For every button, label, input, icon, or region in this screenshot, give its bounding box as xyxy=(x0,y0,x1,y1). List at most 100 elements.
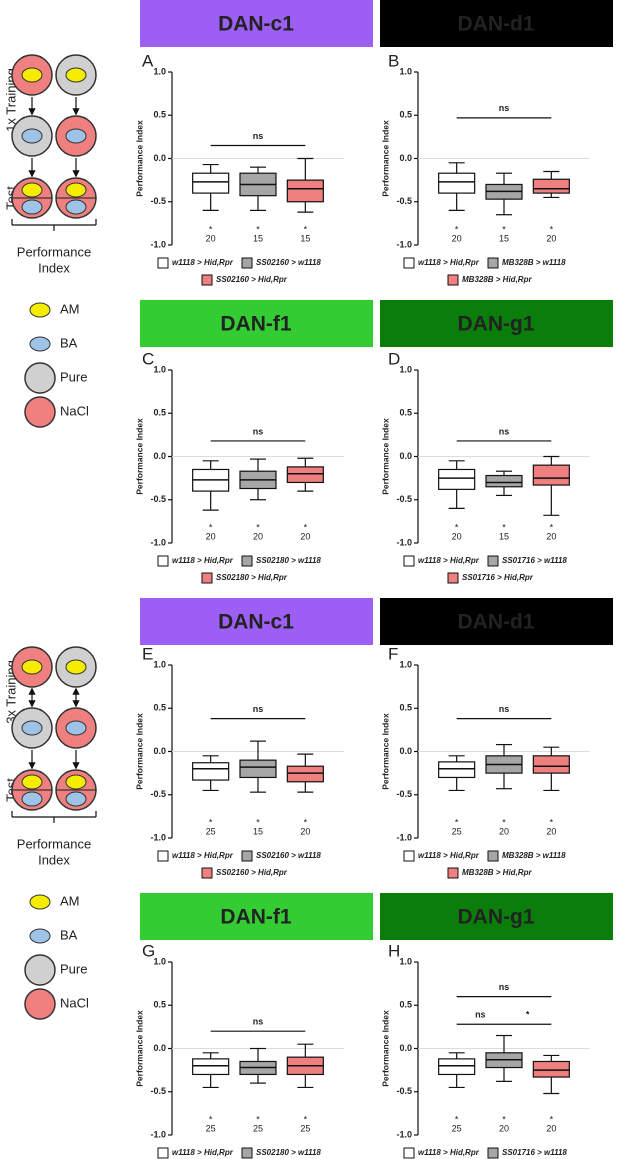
y-tick-label: -0.5 xyxy=(150,196,166,206)
sig-label: * xyxy=(526,1010,530,1020)
perf-label: Index xyxy=(38,260,70,275)
odor-blob xyxy=(65,67,87,83)
panel-letter: G xyxy=(142,941,155,960)
n-label: 15 xyxy=(499,233,509,243)
y-tick-label: -1.0 xyxy=(396,1129,412,1139)
legend-swatch xyxy=(447,274,459,286)
y-tick-label: 0.0 xyxy=(399,451,412,461)
legend-swatch xyxy=(447,572,459,584)
y-axis-label: Performance Index xyxy=(380,1010,390,1087)
legend-swatch xyxy=(241,850,253,862)
panel-letter: A xyxy=(142,51,154,70)
y-tick-label: -0.5 xyxy=(396,1086,412,1096)
y-tick-label: 1.0 xyxy=(399,66,412,76)
legend-label: w1118 > Hid,Rpr xyxy=(418,258,480,267)
perf-label: Performance xyxy=(17,836,91,851)
panel-header-label: DAN-g1 xyxy=(458,313,535,336)
box xyxy=(286,765,324,783)
box xyxy=(192,762,230,781)
y-tick-label: -1.0 xyxy=(150,1129,166,1139)
sig-label: ns xyxy=(253,1017,264,1027)
y-tick-label: -0.5 xyxy=(150,789,166,799)
sig-label: ns xyxy=(499,426,510,436)
legend-label: w1118 > Hid,Rpr xyxy=(172,851,234,860)
legend-label: w1118 > Hid,Rpr xyxy=(172,1148,234,1157)
legend-label: MB328B > Hid,Rpr xyxy=(462,275,532,284)
legend-swatch xyxy=(403,1147,415,1159)
y-tick-label: 1.0 xyxy=(153,66,166,76)
legend-label: SS02180 > w1118 xyxy=(256,556,321,565)
panel-header-label: DAN-f1 xyxy=(220,313,291,336)
y-tick-label: 1.0 xyxy=(153,659,166,669)
y-tick-label: 0.5 xyxy=(399,110,412,120)
legend-label: SS02160 > Hid,Rpr xyxy=(216,868,288,877)
panel-header-label: DAN-c1 xyxy=(218,611,294,634)
panel-header-label: DAN-c1 xyxy=(218,13,294,36)
odor-blob xyxy=(29,894,51,910)
n-mark: * xyxy=(304,817,308,827)
n-mark: * xyxy=(209,817,213,827)
y-tick-label: 1.0 xyxy=(153,364,166,374)
legend-swatch xyxy=(403,257,415,269)
y-tick-label: 1.0 xyxy=(399,659,412,669)
y-axis-label: Performance Index xyxy=(134,120,144,197)
y-tick-label: -1.0 xyxy=(396,239,412,249)
n-mark: * xyxy=(455,522,459,532)
n-label: 15 xyxy=(300,233,310,243)
sig-label: ns xyxy=(499,704,510,714)
y-tick-label: -1.0 xyxy=(150,537,166,547)
n-mark: * xyxy=(550,522,554,532)
legend-label: SS02160 > w1118 xyxy=(256,258,321,267)
legend-swatch xyxy=(241,1147,253,1159)
n-label: 20 xyxy=(452,233,462,243)
box xyxy=(485,474,523,488)
sig-label: ns xyxy=(253,426,264,436)
n-mark: * xyxy=(256,224,260,234)
box xyxy=(239,759,277,779)
legend-swatch xyxy=(241,257,253,269)
panel-header xyxy=(140,598,373,645)
y-tick-label: 0.0 xyxy=(399,746,412,756)
y-tick-label: 0.0 xyxy=(153,451,166,461)
n-mark: * xyxy=(256,522,260,532)
legend-label: SS01716 > Hid,Rpr xyxy=(462,573,534,582)
n-mark: * xyxy=(304,224,308,234)
y-tick-label: 0.0 xyxy=(399,1043,412,1053)
legend-label: BA xyxy=(60,335,78,350)
odor-blob xyxy=(65,791,87,807)
y-tick-label: -1.0 xyxy=(150,239,166,249)
panel-header xyxy=(140,300,373,347)
y-tick-label: 0.0 xyxy=(153,153,166,163)
perf-label: Index xyxy=(38,852,70,867)
n-mark: * xyxy=(455,224,459,234)
n-label: 15 xyxy=(253,233,263,243)
legend-label: Pure xyxy=(60,961,87,976)
odor-blob xyxy=(21,774,43,790)
legend-label: MB328B > w1118 xyxy=(502,258,566,267)
y-axis-label: Performance Index xyxy=(134,418,144,495)
panel-header xyxy=(380,0,613,47)
legend-swatch xyxy=(403,850,415,862)
n-label: 20 xyxy=(206,531,216,541)
odor-blob xyxy=(65,774,87,790)
legend-swatch xyxy=(157,850,169,862)
odor-blob xyxy=(21,128,43,144)
y-tick-label: -0.5 xyxy=(150,1086,166,1096)
y-axis-label: Performance Index xyxy=(380,418,390,495)
panel-letter: B xyxy=(388,51,399,70)
legend-label: SS01716 > w1118 xyxy=(502,1148,567,1157)
y-tick-label: 0.5 xyxy=(153,110,166,120)
dish xyxy=(24,954,56,986)
sig-label: ns xyxy=(253,131,264,141)
n-label: 20 xyxy=(253,531,263,541)
y-tick-label: 0.5 xyxy=(399,703,412,713)
legend-swatch xyxy=(487,1147,499,1159)
legend-label: w1118 > Hid,Rpr xyxy=(418,1148,480,1157)
box xyxy=(438,172,476,194)
legend-swatch xyxy=(201,274,213,286)
n-mark: * xyxy=(455,1114,459,1124)
n-label: 20 xyxy=(206,233,216,243)
legend-swatch xyxy=(447,867,459,879)
panel-header-label: DAN-g1 xyxy=(458,906,535,929)
n-mark: * xyxy=(550,817,554,827)
